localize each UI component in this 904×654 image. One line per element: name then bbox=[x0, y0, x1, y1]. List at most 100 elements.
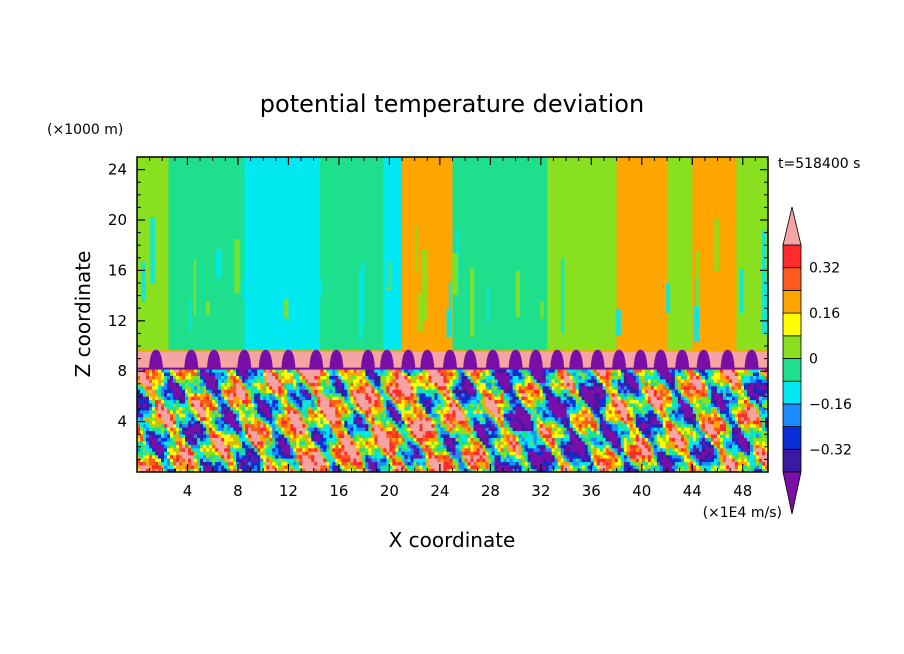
lower-layer-cell bbox=[566, 427, 571, 432]
lower-layer-cell bbox=[215, 416, 219, 421]
lower-layer-cell bbox=[728, 413, 733, 418]
lower-layer-cell bbox=[731, 392, 736, 397]
lower-layer-cell bbox=[614, 430, 619, 435]
lower-layer-cell bbox=[692, 444, 697, 449]
lower-layer-cell bbox=[380, 430, 384, 435]
lower-layer-cell bbox=[464, 396, 468, 401]
lower-layer-cell bbox=[206, 451, 210, 456]
lower-layer-cell bbox=[227, 465, 231, 469]
lower-layer-cell bbox=[638, 416, 643, 421]
lower-layer-cell bbox=[695, 392, 700, 397]
lower-layer-cell bbox=[482, 416, 486, 421]
lower-layer-cell bbox=[464, 430, 468, 435]
upper-layer-streak bbox=[361, 261, 365, 324]
lower-layer-cell bbox=[509, 427, 513, 432]
lower-layer-cell bbox=[152, 392, 156, 397]
lower-layer-cell bbox=[674, 423, 679, 428]
lower-layer-cell bbox=[485, 441, 489, 445]
lower-layer-cell bbox=[155, 437, 159, 442]
lower-layer-cell bbox=[725, 451, 730, 456]
lower-layer-cell bbox=[275, 416, 279, 421]
lower-layer-cell bbox=[578, 468, 583, 472]
lower-layer-cell bbox=[695, 430, 700, 435]
lower-layer-cell bbox=[236, 392, 240, 397]
lower-layer-cell bbox=[368, 392, 372, 397]
lower-layer-cell bbox=[686, 465, 691, 469]
lower-layer-cell bbox=[452, 416, 456, 421]
lower-layer-cell bbox=[410, 427, 414, 432]
lower-layer-cell bbox=[197, 434, 201, 438]
upper-layer-column bbox=[168, 157, 245, 352]
lower-layer-cell bbox=[266, 423, 270, 428]
lower-layer-cell bbox=[449, 434, 453, 438]
lower-layer-cell bbox=[611, 423, 616, 428]
lower-layer-cell bbox=[752, 458, 757, 463]
lower-layer-cell bbox=[356, 447, 360, 452]
lower-layer-cell bbox=[515, 416, 520, 421]
lower-layer-cell bbox=[200, 465, 204, 469]
lower-layer-cell bbox=[278, 454, 282, 459]
lower-layer-cell bbox=[518, 441, 523, 445]
lower-layer-cell bbox=[707, 410, 712, 414]
lower-layer-cell bbox=[707, 458, 712, 463]
lower-layer-cell bbox=[548, 416, 553, 421]
lower-layer-cell bbox=[386, 454, 390, 459]
lower-layer-cell bbox=[278, 420, 282, 425]
lower-layer-cell bbox=[476, 434, 480, 438]
lower-layer-cell bbox=[752, 447, 757, 452]
lower-layer-cell bbox=[740, 423, 745, 428]
lower-layer-cell bbox=[344, 434, 348, 438]
lower-layer-cell bbox=[686, 399, 691, 404]
lower-layer-cell bbox=[584, 451, 589, 456]
lower-layer-cell bbox=[659, 399, 664, 404]
lower-layer-cell bbox=[308, 451, 312, 456]
lower-layer-cell bbox=[545, 444, 550, 449]
lower-layer-cell bbox=[662, 468, 667, 472]
lower-layer-cell bbox=[599, 437, 604, 442]
lower-layer-cell bbox=[338, 465, 342, 469]
lower-layer-cell bbox=[260, 441, 264, 445]
lower-layer-cell bbox=[185, 420, 189, 425]
lower-layer-cell bbox=[182, 403, 186, 407]
lower-layer-cell bbox=[434, 392, 438, 397]
lower-layer-cell bbox=[632, 410, 637, 414]
lower-layer-cell bbox=[584, 444, 589, 449]
lower-layer-cell bbox=[719, 392, 724, 397]
lower-layer-cell bbox=[605, 423, 610, 428]
lower-layer-cell bbox=[434, 454, 438, 459]
lower-layer-cell bbox=[158, 434, 162, 438]
lower-layer-cell bbox=[686, 416, 691, 421]
lower-layer-cell bbox=[473, 465, 477, 469]
lower-layer-cell bbox=[449, 403, 453, 407]
lower-layer-cell bbox=[620, 451, 625, 456]
lower-layer-cell bbox=[281, 423, 285, 428]
lower-layer-cell bbox=[641, 437, 646, 442]
lower-layer-cell bbox=[167, 413, 171, 418]
lower-layer-cell bbox=[284, 465, 288, 469]
lower-layer-cell bbox=[575, 420, 580, 425]
lower-layer-cell bbox=[458, 396, 462, 401]
lower-layer-cell bbox=[698, 437, 703, 442]
lower-layer-cell bbox=[653, 403, 658, 407]
lower-layer-cell bbox=[740, 454, 745, 459]
lower-layer-cell bbox=[593, 441, 598, 445]
lower-layer-cell bbox=[440, 423, 444, 428]
lower-layer-cell bbox=[674, 441, 679, 445]
lower-layer-cell bbox=[554, 437, 559, 442]
lower-layer-cell bbox=[386, 437, 390, 442]
lower-layer-cell bbox=[764, 392, 768, 397]
lower-layer-cell bbox=[572, 396, 577, 401]
lower-layer-cell bbox=[416, 413, 420, 418]
lower-layer-cell bbox=[707, 444, 712, 449]
lower-layer-cell bbox=[155, 406, 159, 411]
lower-layer-cell bbox=[242, 454, 246, 459]
lower-layer-cell bbox=[479, 403, 483, 407]
lower-layer-cell bbox=[404, 461, 408, 466]
lower-layer-cell bbox=[140, 444, 144, 449]
lower-layer-cell bbox=[590, 416, 595, 421]
lower-layer-cell bbox=[701, 454, 706, 459]
lower-layer-cell bbox=[731, 437, 736, 442]
lower-layer-cell bbox=[194, 406, 198, 411]
lower-layer-cell bbox=[263, 468, 267, 472]
lower-layer-cell bbox=[653, 406, 658, 411]
